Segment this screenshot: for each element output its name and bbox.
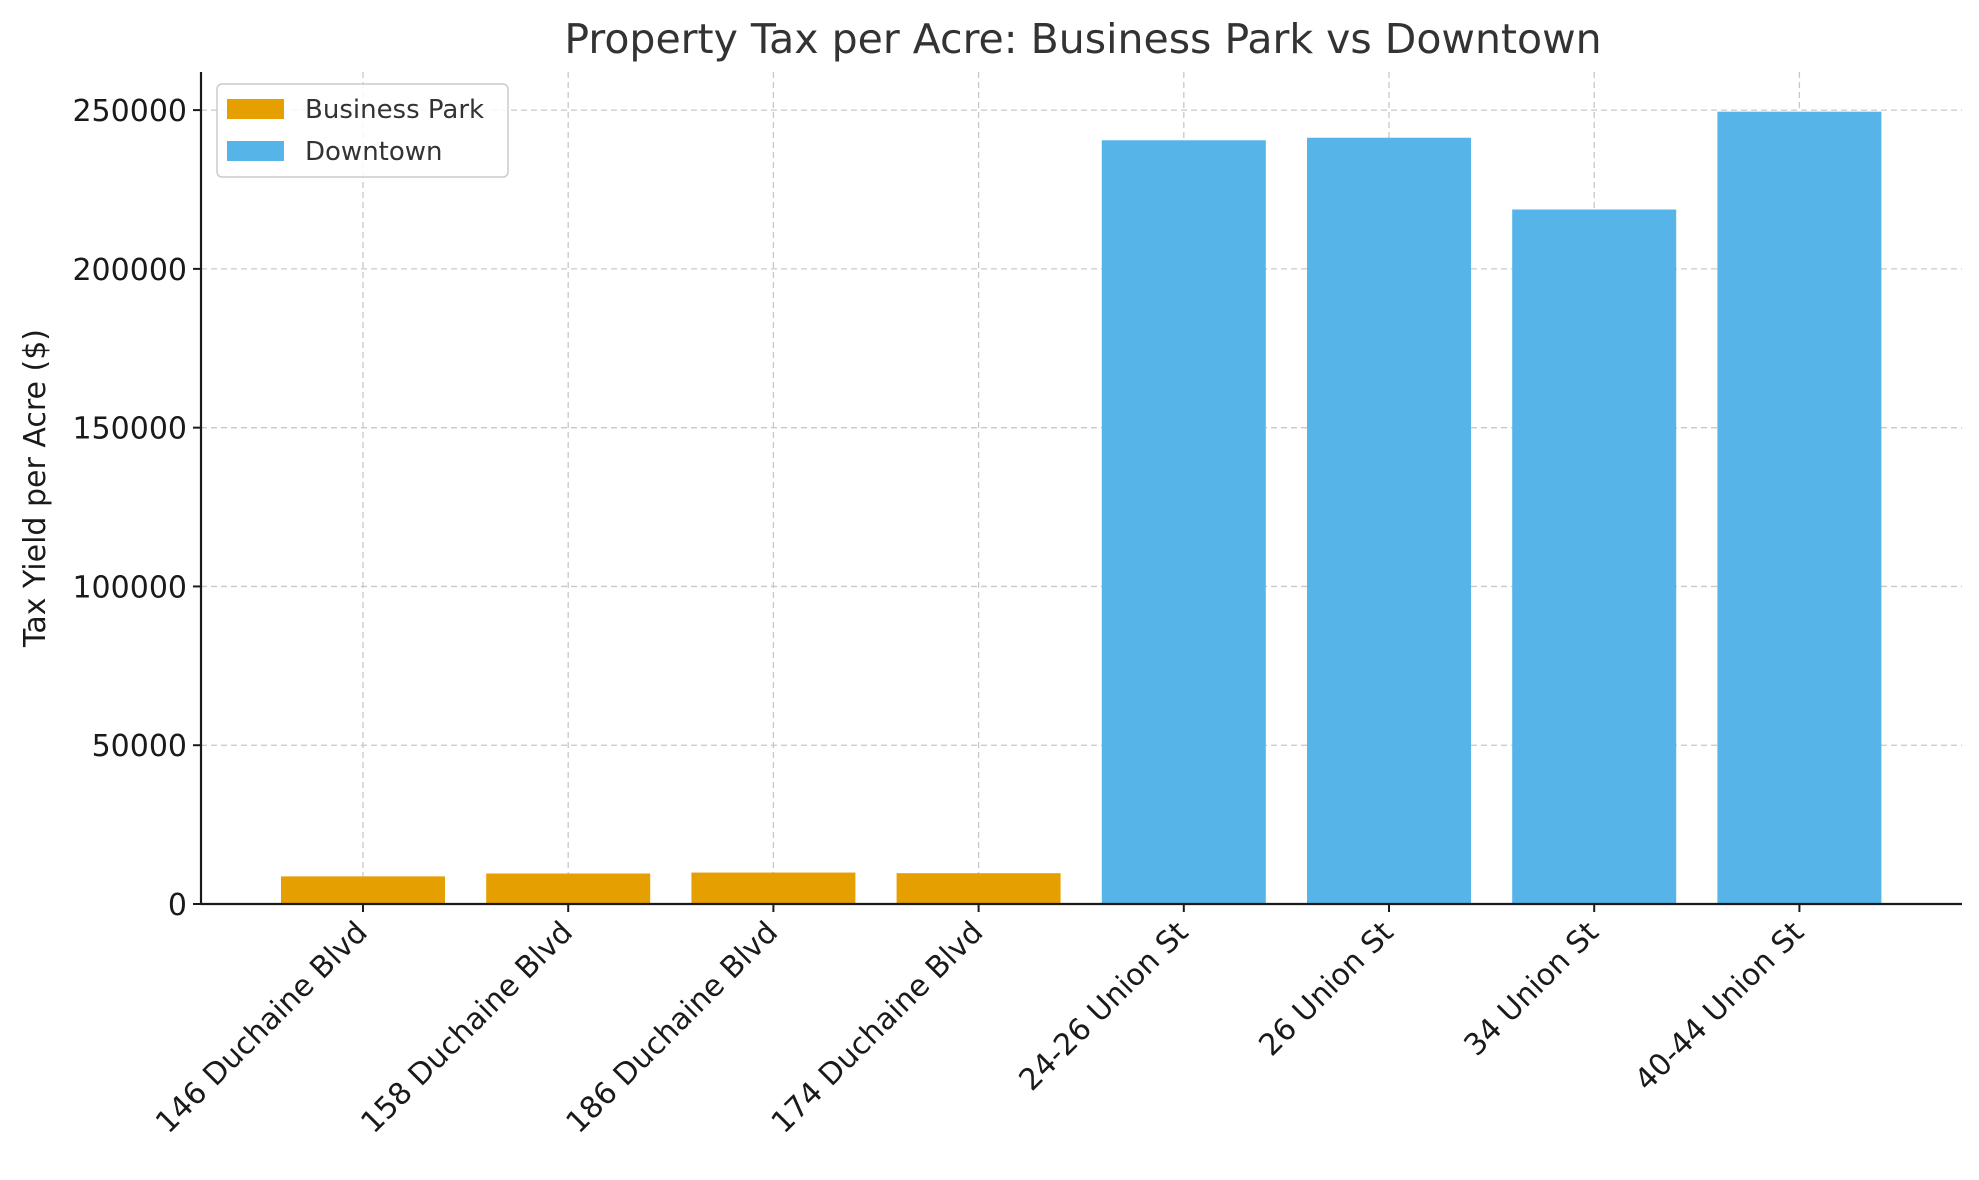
chart-title: Property Tax per Acre: Business Park vs … — [564, 15, 1601, 63]
y-tick-label: 200000 — [72, 253, 187, 288]
legend: Business Park Downtown — [216, 83, 509, 178]
bar-downtown — [1101, 140, 1266, 905]
grid-layer — [201, 72, 1962, 904]
legend-swatch — [227, 141, 284, 161]
y-tick-label: 0 — [168, 888, 187, 923]
y-tick-label: 250000 — [72, 94, 187, 129]
legend-swatch — [227, 99, 284, 119]
x-tick-label: 158 Duchaine Blvd — [354, 915, 579, 1140]
bar-downtown — [1307, 137, 1471, 904]
x-tick-label: 26 Union St — [1252, 915, 1400, 1063]
bar-business-park — [486, 873, 651, 904]
x-tick-label: 146 Duchaine Blvd — [149, 915, 374, 1140]
y-tick-label: 50000 — [92, 729, 187, 764]
legend-label: Downtown — [305, 137, 443, 167]
legend-frame — [216, 83, 509, 178]
bar-business-park — [281, 876, 445, 904]
axes-layer: 0 50000 100000 150000 200000 250000 146 Duchai… — [72, 72, 1962, 1140]
y-axis-label: Tax Yield per Acre ($) — [18, 329, 53, 648]
bar-business-park — [691, 872, 856, 904]
x-tick-label: 186 Duchaine Blvd — [560, 915, 785, 1140]
x-tick-label: 34 Union St — [1458, 915, 1606, 1063]
y-tick-label: 150000 — [72, 412, 187, 447]
bars-layer — [281, 111, 1882, 905]
x-tick-label: 40-44 Union St — [1628, 915, 1811, 1098]
x-tick-label: 174 Duchaine Blvd — [765, 915, 990, 1140]
legend-label: Business Park — [305, 95, 484, 125]
bar-downtown — [1512, 209, 1677, 904]
bar-downtown — [1717, 111, 1882, 905]
bar-business-park — [896, 873, 1061, 904]
x-tick-label: 24-26 Union St — [1013, 915, 1196, 1098]
y-tick-label: 100000 — [72, 570, 187, 605]
